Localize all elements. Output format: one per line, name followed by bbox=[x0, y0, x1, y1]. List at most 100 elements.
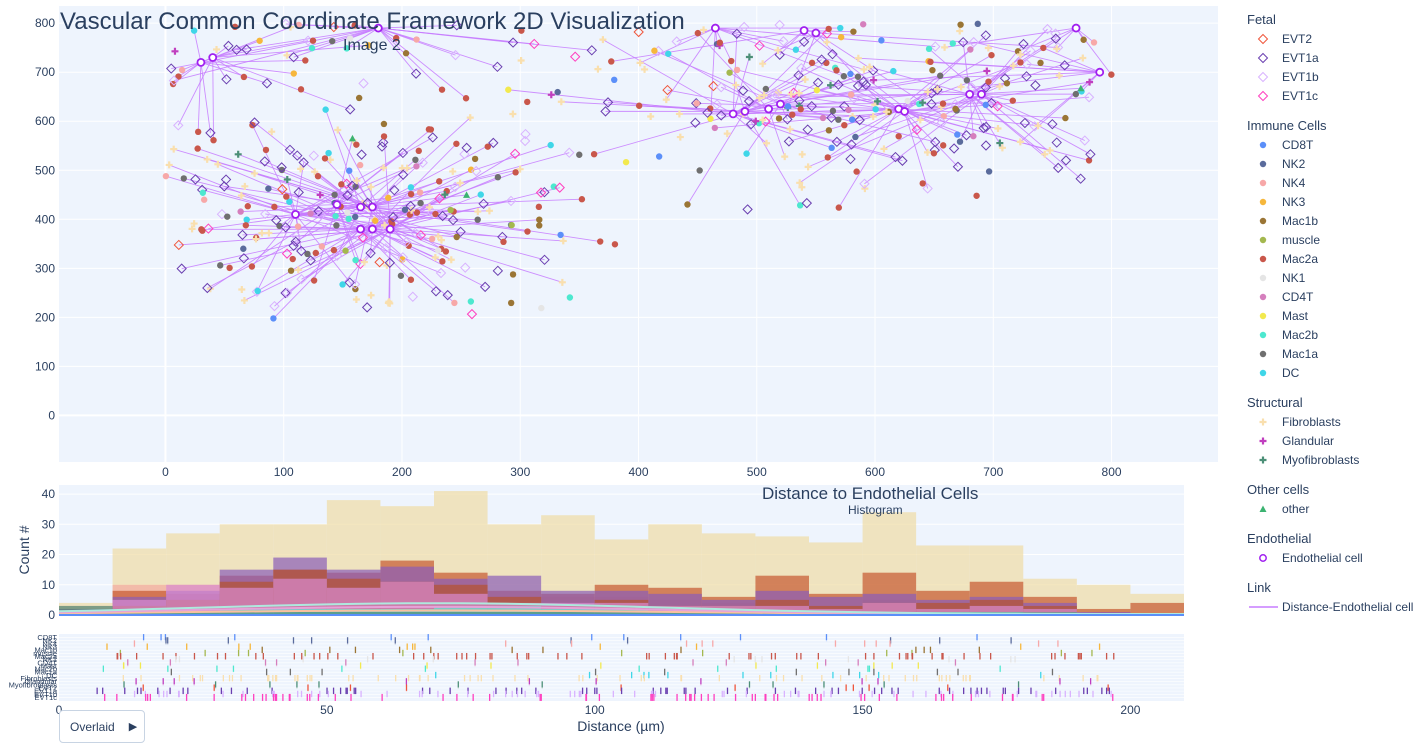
cell-point-mac2a bbox=[407, 190, 415, 198]
link-line bbox=[337, 129, 391, 230]
rug-row-label: NK3 bbox=[42, 643, 57, 652]
cell-point-evt1a bbox=[344, 277, 355, 288]
histogram-x-tick-label: 100 bbox=[585, 703, 605, 717]
cell-point-evt1a bbox=[816, 54, 827, 65]
link-line bbox=[360, 198, 582, 208]
link-line bbox=[364, 228, 391, 263]
cell-point-myofibroblasts bbox=[919, 99, 927, 107]
cell-point-mac1a bbox=[1072, 90, 1080, 98]
cell-point-evt1a bbox=[1018, 38, 1029, 50]
cell-point-nk3 bbox=[256, 37, 263, 44]
cell-point-evt1a bbox=[1085, 149, 1096, 160]
cell-point-evt1a bbox=[231, 44, 242, 56]
cell-point-evt1c bbox=[911, 124, 923, 135]
cell-point-mac1a bbox=[329, 37, 336, 45]
cell-point-evt1b bbox=[1079, 135, 1090, 146]
link-line bbox=[378, 27, 592, 51]
cell-point-nk4 bbox=[356, 161, 364, 169]
cell-point-evt1b bbox=[315, 209, 327, 221]
cell-point-fibroblasts bbox=[367, 183, 375, 191]
cell-point-evt2 bbox=[173, 239, 185, 251]
scatter-x-tick-label: 500 bbox=[747, 465, 767, 479]
cell-point-fibroblasts bbox=[360, 258, 368, 266]
cell-point-fibroblasts bbox=[367, 291, 375, 299]
cell-point-nk4 bbox=[733, 66, 741, 74]
cell-point-mac2a bbox=[194, 145, 201, 152]
cell-point-fibroblasts bbox=[449, 167, 457, 175]
cell-point-evt1a bbox=[539, 254, 550, 266]
cell-point-evt1a bbox=[292, 150, 303, 161]
link-line bbox=[372, 142, 494, 208]
cell-point-evt1c bbox=[357, 232, 369, 243]
cell-point-mac2a bbox=[518, 27, 525, 34]
cell-point-fibroblasts bbox=[956, 27, 964, 35]
cell-point-evt1b bbox=[774, 19, 785, 31]
cell-point-nk3 bbox=[290, 70, 297, 77]
link-line bbox=[178, 228, 391, 246]
cell-point-mac2a bbox=[988, 51, 995, 59]
legend-symbol-icon bbox=[1259, 198, 1267, 206]
link-line bbox=[969, 94, 1003, 149]
cell-point-evt1b bbox=[449, 181, 461, 193]
cell-point-dc bbox=[407, 184, 415, 191]
cell-point-mac2a bbox=[823, 59, 830, 67]
link-line bbox=[193, 30, 202, 63]
cell-point-cd8t bbox=[954, 131, 961, 138]
overlay-mode-button[interactable]: Overlaid ▶ bbox=[59, 710, 145, 743]
cell-point-evt1a bbox=[961, 130, 972, 141]
cell-point-fibroblasts bbox=[675, 110, 683, 118]
cell-point-dc bbox=[286, 198, 293, 205]
link-line bbox=[356, 180, 373, 208]
legend[interactable]: Fetal EVT2 EVT1a EVT1b EVT1c Immune Cells CD8T… bbox=[1247, 12, 1413, 614]
cell-point-evt1a bbox=[852, 80, 864, 92]
cell-point-mac2a bbox=[283, 193, 290, 200]
cell-point-fibroblasts bbox=[755, 94, 763, 102]
histogram-bar-myofibroblasts bbox=[434, 611, 488, 615]
cell-point-evt1b bbox=[769, 92, 780, 103]
histogram-x-axis: 0 50 100 150 200 bbox=[56, 703, 1141, 717]
cell-point-mac2a bbox=[244, 203, 251, 210]
cell-point-cd8t bbox=[982, 101, 989, 109]
link-line bbox=[212, 57, 351, 110]
cell-point-dc bbox=[872, 106, 879, 113]
cell-point-mac1b bbox=[850, 28, 857, 35]
cell-point-cd8t bbox=[784, 103, 792, 110]
cell-point-mac2a bbox=[407, 276, 415, 283]
cell-point-evt1b bbox=[922, 183, 933, 194]
cell-point-nk3 bbox=[651, 47, 658, 54]
cell-point-mac1a bbox=[762, 85, 770, 93]
link-line bbox=[762, 30, 805, 65]
rug-row-label: muscle bbox=[33, 649, 57, 658]
link-line bbox=[665, 27, 716, 100]
cell-point-mac2b bbox=[199, 189, 207, 196]
cell-point-evt1a bbox=[737, 85, 749, 96]
link-line bbox=[744, 110, 824, 119]
link-line bbox=[667, 89, 769, 110]
cell-point-fibroblasts bbox=[787, 90, 795, 98]
cell-point-mac1b bbox=[775, 115, 783, 122]
link-line bbox=[273, 228, 361, 319]
link-line bbox=[244, 228, 391, 301]
link-line bbox=[715, 27, 784, 42]
histogram-y-tick-label: 30 bbox=[42, 517, 56, 531]
link-line bbox=[245, 224, 373, 230]
link-line bbox=[265, 213, 361, 230]
cell-point-fibroblasts bbox=[732, 81, 740, 89]
histogram-x-tick-label: 50 bbox=[320, 703, 334, 717]
cell-point-evt1a bbox=[1060, 155, 1072, 166]
link-line bbox=[981, 93, 1013, 102]
legend-item-label: NK1 bbox=[1282, 271, 1306, 285]
link-line bbox=[197, 148, 373, 208]
link-line bbox=[200, 60, 306, 63]
cell-point-mac2a bbox=[314, 173, 322, 180]
link-line bbox=[342, 228, 391, 285]
cell-point-cd8t bbox=[847, 70, 854, 78]
cell-point-evt2 bbox=[662, 84, 673, 96]
cell-point-fibroblasts bbox=[251, 169, 259, 177]
cell-point-evt1a bbox=[1021, 71, 1032, 82]
histogram-bar-mac2a bbox=[1130, 602, 1184, 615]
legend-symbol-icon bbox=[1259, 255, 1267, 263]
cell-point-evt1a bbox=[1047, 118, 1058, 130]
cell-point-fibroblasts bbox=[759, 116, 767, 124]
cell-point-evt1a bbox=[298, 157, 309, 168]
